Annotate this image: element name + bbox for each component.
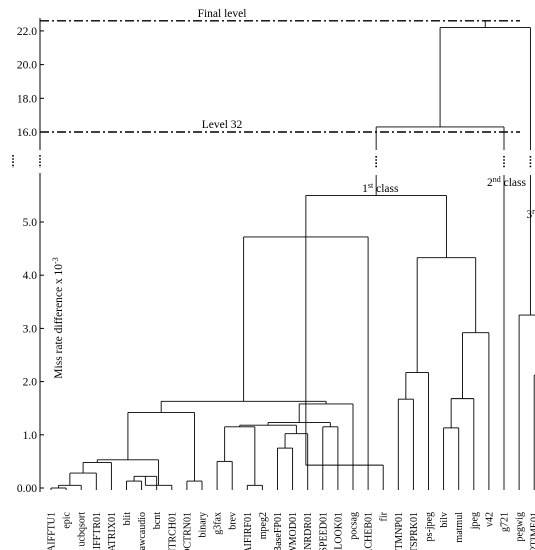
- leaf-labels: AIFFTU1 epic ucbqsort AIFFTR01 MATRIX01 blit r…: [47, 511, 535, 550]
- y-lower-tick-label: 3.0: [23, 323, 38, 335]
- leaf-label: MATRIX01: [107, 512, 118, 550]
- y-lower-tick-label: 5.0: [23, 217, 38, 229]
- y-lower-tick-label: 0.00: [17, 483, 37, 495]
- class-label: 3rd class: [526, 207, 535, 221]
- leaf-label: rawcaudio: [137, 512, 148, 550]
- reference-lines: Final level Level 32: [40, 8, 520, 133]
- leaf-label: g3fax: [213, 512, 224, 535]
- leaf-label: binary: [198, 512, 209, 538]
- leaf-label: fir: [379, 511, 390, 521]
- leaf-label: bcnt: [152, 512, 163, 529]
- y-upper-tick-label: 20.0: [17, 60, 37, 72]
- y-upper-tick-label: 16.0: [17, 127, 37, 139]
- y-upper-tick-label: 18.0: [17, 93, 37, 105]
- leaf-label: g721: [500, 512, 511, 532]
- y-lower-tick-label: 1.0: [23, 430, 38, 442]
- leaf-label: ps-jpeg: [424, 512, 435, 541]
- leaf-label: RSPEED01: [318, 512, 329, 550]
- reference-line-label: Level 32: [202, 119, 243, 131]
- leaf-label: BaseFP01: [273, 512, 284, 550]
- leaf-label: pegwig: [515, 512, 526, 541]
- y-lower-tick-label: 2.0: [23, 377, 38, 389]
- leaf-label: pocsag: [349, 512, 360, 540]
- leaf-label: mpeg2: [258, 512, 269, 539]
- leaf-label: BITMNP01: [394, 512, 405, 550]
- leaf-label: ucbqsort: [77, 512, 88, 547]
- leaf-label: PUWMOD01: [288, 512, 299, 550]
- leaf-label: v42: [484, 512, 495, 527]
- leaf-label: A2TIME01: [530, 512, 535, 550]
- leaf-label: CANRDR01: [303, 512, 314, 550]
- leaf-label: TBLOOK01: [333, 512, 344, 550]
- class-labels: 1st class 2nd class 3rd class: [362, 175, 535, 221]
- leaf-label: IDCTRN01: [182, 512, 193, 550]
- leaf-label: jpeg: [469, 512, 480, 530]
- leaf-label: AIFFTU1: [47, 512, 58, 550]
- leaf-label: AIFFTR01: [92, 512, 103, 550]
- leaf-label: TTSPRK01: [409, 512, 420, 550]
- leaf-label: epic: [62, 511, 73, 528]
- leaf-label: matmul: [454, 512, 465, 543]
- class-label: 2nd class: [487, 175, 527, 189]
- leaf-label: AIFIRF01: [243, 512, 254, 550]
- leaf-label: CACHEB01: [364, 512, 375, 550]
- leaf-label: brev: [228, 512, 239, 530]
- class-label: 1st class: [362, 181, 399, 195]
- axes: 16.0 18.0 20.0 22.0 0.00 1.0 2.0 3.0 4.0 5.0: [12, 18, 44, 495]
- reference-line-label: Final level: [198, 8, 247, 20]
- y-axis-label: Miss rate difference x 10-3: [51, 257, 65, 378]
- leaf-label: bilv: [439, 512, 450, 528]
- y-upper-tick-label: 22.0: [17, 26, 37, 38]
- leaf-label: blit: [122, 512, 133, 526]
- leaf-label: PNTRCH01: [167, 512, 178, 550]
- y-lower-tick-label: 4.0: [23, 270, 38, 282]
- dendrogram-links: [50, 20, 535, 490]
